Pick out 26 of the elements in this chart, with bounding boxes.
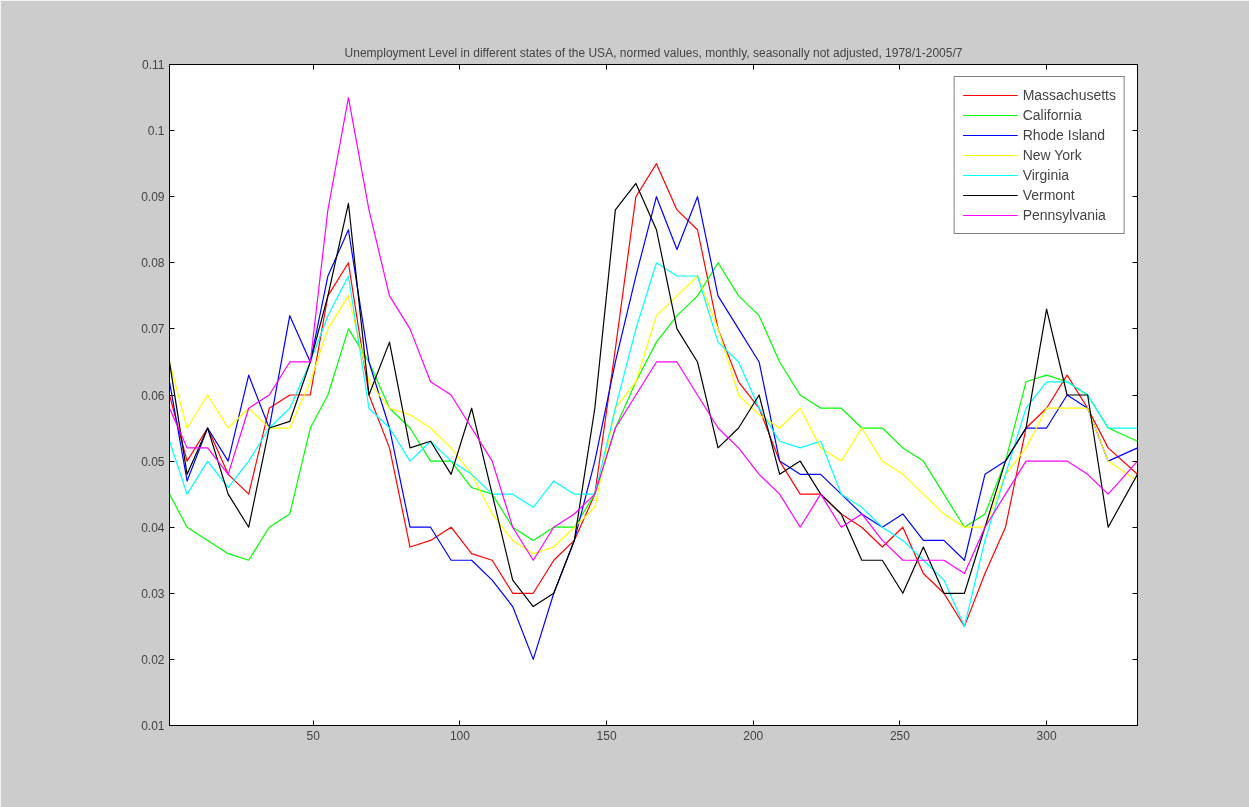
x-tick-label: 250 — [889, 728, 911, 743]
legend-label: New York — [1022, 147, 1082, 163]
x-tick-label: 300 — [1036, 728, 1057, 743]
legend-label: Massachusetts — [1022, 87, 1116, 103]
y-tick-label: 0.06 — [141, 388, 165, 403]
y-tick-label: 0.02 — [141, 652, 165, 667]
line-series — [169, 262, 1138, 627]
y-tick-label: 0.08 — [141, 256, 165, 271]
y-tick-label: 0.11 — [142, 58, 165, 72]
x-tick-label: 50 — [306, 728, 321, 743]
y-tick-label: 0.05 — [141, 454, 165, 469]
x-tick-label: 200 — [743, 728, 764, 743]
legend-label: Rhode Island — [1022, 127, 1106, 143]
legend-label: Pennsylvania — [1022, 207, 1106, 223]
x-tick-label: 100 — [449, 728, 471, 743]
y-tick-label: 0.04 — [141, 520, 165, 535]
legend-label: Vermont — [1022, 187, 1075, 203]
x-tick-label: 150 — [596, 728, 617, 743]
y-tick-label: 0.09 — [141, 190, 165, 205]
y-tick-label: 0.07 — [141, 322, 165, 337]
y-tick-label: 0.01 — [141, 719, 165, 733]
y-tick-label: 0.1 — [147, 124, 165, 139]
legend-label: California — [1022, 107, 1082, 123]
y-tick-label: 0.03 — [141, 586, 165, 601]
chart-title: Unemployment Level in different states of the USA, normed values, monthly, seasonally not adjusted, 1978/1-2005/7 — [344, 45, 963, 60]
legend-label: Virginia — [1022, 167, 1070, 183]
